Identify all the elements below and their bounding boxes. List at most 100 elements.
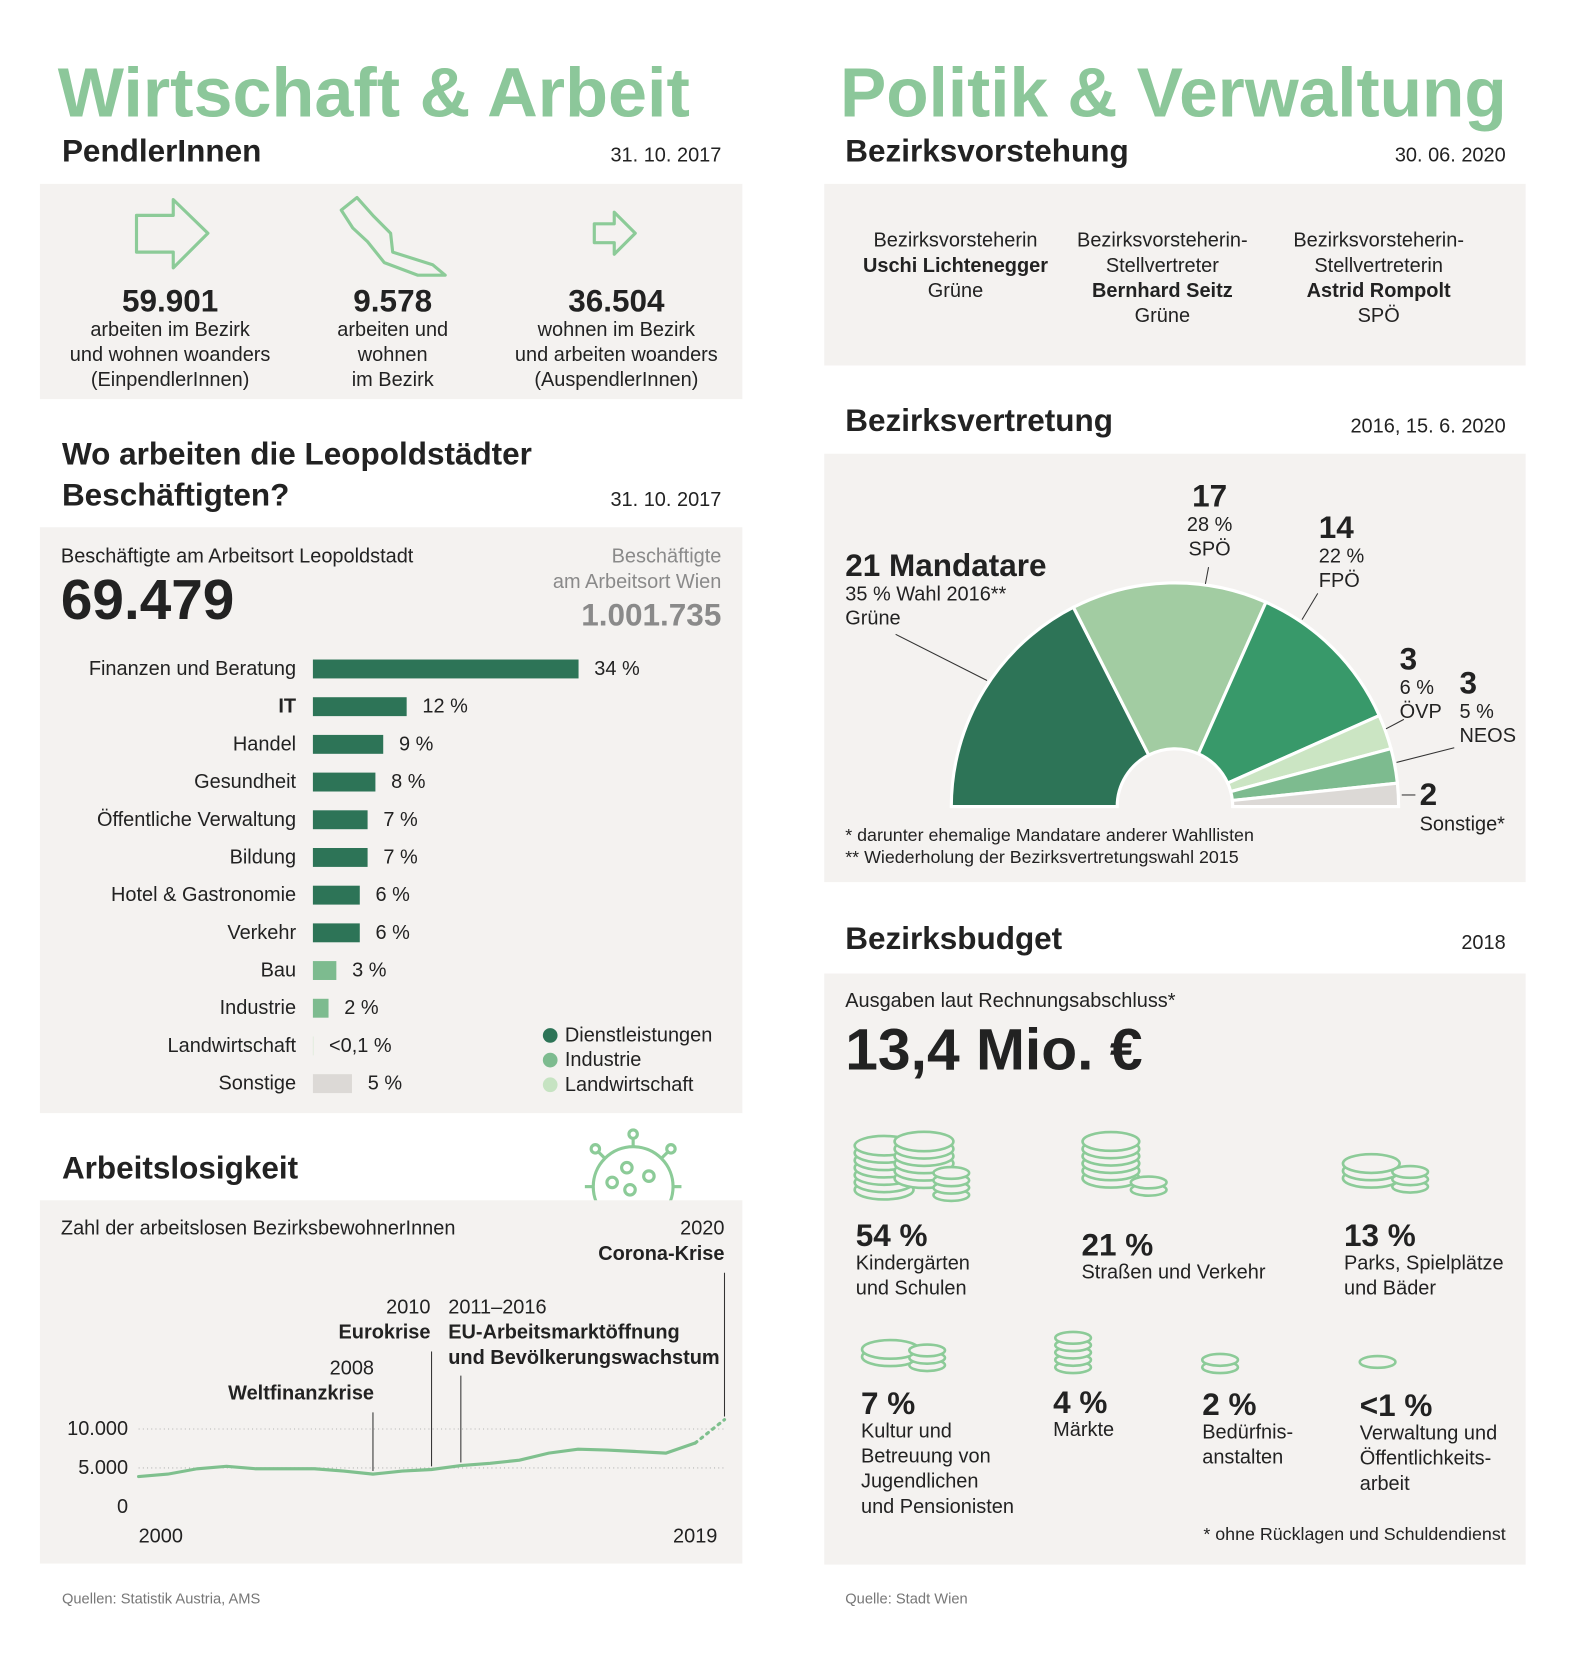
section-heading: PendlerInnen (62, 132, 261, 168)
person-name: Uschi Lichtenegger (863, 255, 1048, 277)
bar (312, 848, 368, 867)
section-title: Wirtschaft & Arbeit (58, 54, 690, 132)
section-heading: Arbeitslosigkeit (62, 1150, 299, 1186)
bar (312, 772, 376, 792)
annotation-year: 2011–2016 (448, 1296, 546, 1318)
stat-label: im Bezirk (352, 369, 434, 391)
party-label: NEOS (1460, 725, 1517, 747)
budget-label: Betreuung von (861, 1445, 991, 1467)
stat-label: Ausgaben laut Rechnungsabschluss* (845, 990, 1176, 1012)
section-heading: Wo arbeiten die Leopoldstädter (62, 436, 532, 472)
budget-share: 4 % (1053, 1384, 1107, 1420)
stat-value: 9.578 (353, 282, 432, 318)
category-label: Öffentliche Verwaltung (97, 809, 296, 831)
budget-label: und Schulen (856, 1277, 967, 1299)
bar (312, 734, 384, 754)
date: 31. 10. 2017 (610, 489, 721, 511)
stat-label: Beschäftigte (612, 546, 722, 568)
leader-line (1301, 593, 1319, 620)
coin-icon (1129, 1175, 1168, 1190)
coin-icon (893, 1130, 955, 1153)
stat-label: arbeiten und (337, 319, 448, 341)
y-tick-label: 10.000 (67, 1418, 128, 1440)
section-title: Politik & Verwaltung (840, 54, 1507, 132)
budget-share: 2 % (1202, 1386, 1256, 1422)
source: Quelle: Stadt Wien (845, 1591, 967, 1607)
y-tick-label: 0 (117, 1496, 128, 1518)
leader-line (1204, 567, 1210, 585)
seat-segment (1230, 781, 1401, 809)
bar (312, 697, 407, 717)
stat-value: 69.479 (61, 569, 234, 632)
party-label: FPÖ (1319, 570, 1360, 592)
annotation-label: Weltfinanzkrise (228, 1382, 374, 1404)
category-label: Landwirtschaft (168, 1035, 297, 1057)
bar (312, 659, 579, 679)
person-role: Bezirksvorsteherin (873, 230, 1037, 252)
legend-swatch (542, 1052, 558, 1068)
chart-subtitle: Zahl der arbeitslosen BezirksbewohnerInn… (61, 1218, 456, 1240)
person-party: SPÖ (1358, 305, 1400, 327)
share-label: 28 % (1187, 514, 1233, 536)
budget-label: arbeit (1360, 1473, 1410, 1495)
value-label: 12 % (422, 696, 468, 718)
legend-label: Dienstleistungen (565, 1024, 712, 1046)
annotation-year: 2010 (386, 1296, 430, 1318)
budget-label: und Bäder (1344, 1277, 1436, 1299)
person-role: Bezirksvorsteherin- (1077, 230, 1248, 252)
value-label: 3 % (352, 960, 387, 982)
person-name: Bernhard Seitz (1092, 280, 1233, 302)
budget-label: Märkte (1053, 1419, 1114, 1441)
leader-line (895, 633, 988, 681)
value-label: 5 % (368, 1073, 403, 1095)
category-label: Hotel & Gastronomie (111, 884, 296, 906)
leader-line (1396, 747, 1455, 763)
person-role: Stellvertreterin (1314, 255, 1443, 277)
date: 2018 (1461, 932, 1505, 954)
value-label: 9 % (399, 733, 434, 755)
arrow-icon (592, 210, 637, 256)
budget-label: und Pensionisten (861, 1496, 1014, 1518)
legend-swatch (542, 1077, 558, 1093)
budget-share: 21 % (1082, 1226, 1154, 1262)
legend-swatch (542, 1028, 558, 1043)
budget-label: Jugendlichen (861, 1471, 979, 1493)
budget-share: 54 % (856, 1217, 928, 1253)
panel (39, 527, 743, 1114)
annotation-label: Eurokrise (339, 1322, 431, 1344)
stat-value: 36.504 (568, 282, 665, 318)
budget-share: <1 % (1360, 1387, 1433, 1423)
annotation-year: 2020 (680, 1218, 724, 1240)
stat-label: und wohnen woanders (70, 344, 271, 366)
category-label: Bildung (230, 846, 297, 868)
panel (39, 183, 743, 400)
seat-count: 17 (1192, 478, 1227, 514)
budget-label: Bedürfnis- (1202, 1421, 1293, 1443)
category-label: Verkehr (227, 922, 296, 944)
stat-value: 59.901 (122, 282, 218, 318)
stat-label: wohnen (357, 344, 428, 366)
budget-label: Öffentlichkeits- (1360, 1448, 1492, 1470)
arrow-icon (134, 198, 210, 270)
stat-label: Beschäftigte am Arbeitsort Leopoldstadt (61, 546, 414, 568)
budget-label: anstalten (1202, 1447, 1283, 1469)
annotation-label: EU-Arbeitsmarktöffnung (448, 1322, 680, 1344)
party-label: Grüne (845, 608, 900, 630)
share-label: 35 % Wahl 2016** (845, 583, 1006, 605)
leader-line (1385, 718, 1405, 730)
panel (39, 1200, 743, 1564)
value-label: 6 % (376, 884, 411, 906)
annotation-label: und Bevölkerungswachstum (448, 1347, 719, 1369)
y-tick-label: 5.000 (78, 1457, 128, 1479)
bar (312, 923, 360, 943)
bar (312, 1074, 352, 1094)
stat-label: (EinpendlerInnen) (91, 369, 250, 391)
legend-label: Industrie (565, 1049, 641, 1071)
bar (312, 885, 360, 905)
coin-icon (932, 1165, 971, 1181)
category-label: Sonstige (219, 1073, 297, 1095)
x-tick-label: 2000 (139, 1525, 183, 1547)
value-label: 7 % (383, 809, 418, 831)
